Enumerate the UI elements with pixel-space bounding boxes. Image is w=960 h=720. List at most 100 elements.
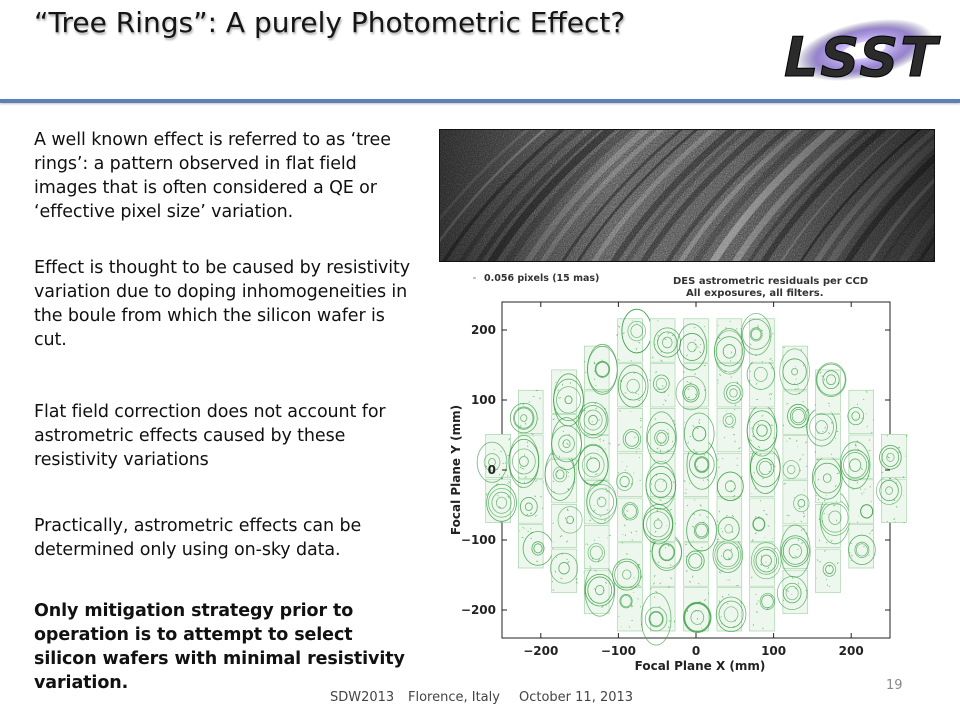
residual-ring <box>715 596 747 633</box>
residual-ring <box>718 600 744 628</box>
residual-vector <box>504 462 507 464</box>
residual-ring <box>676 323 708 371</box>
residual-ring <box>556 386 581 414</box>
residual-vector <box>598 497 601 501</box>
residual-ring <box>518 456 529 467</box>
residual-vector <box>800 520 802 523</box>
residual-ring <box>508 434 540 488</box>
residual-vector <box>663 391 666 394</box>
residual-vector <box>553 491 555 493</box>
residual-vector <box>654 418 656 420</box>
residual-vector <box>602 451 604 453</box>
residual-vector <box>819 371 822 374</box>
residual-ring <box>851 411 861 421</box>
residual-ring <box>684 385 698 401</box>
residual-vector <box>721 457 724 459</box>
residual-vector <box>897 446 899 449</box>
residual-ring <box>549 552 579 584</box>
residual-vector <box>865 413 867 415</box>
residual-vector <box>856 521 859 523</box>
residual-ring <box>640 592 672 646</box>
residual-ring <box>886 452 895 462</box>
residual-vector <box>818 517 821 520</box>
residual-ring <box>714 328 745 375</box>
residual-vector <box>560 397 562 399</box>
residual-ring <box>589 545 603 560</box>
residual-vector <box>624 514 627 517</box>
residual-ring <box>885 486 893 495</box>
residual-vector <box>624 486 627 488</box>
y-tick-label: −100 <box>461 533 496 547</box>
residual-vector <box>685 555 687 557</box>
residual-ring <box>577 444 609 486</box>
residual-vector <box>626 510 629 512</box>
residual-vector <box>740 328 742 330</box>
residual-vector <box>495 483 499 486</box>
residual-vector <box>654 530 657 533</box>
page-number: 19 <box>886 678 903 693</box>
residual-vector <box>601 605 604 609</box>
residual-vector <box>721 531 724 533</box>
residual-ring <box>825 564 834 575</box>
residual-vector <box>636 564 639 567</box>
residual-vector <box>649 550 652 553</box>
residual-vector <box>699 351 702 354</box>
residual-vector <box>704 598 707 601</box>
ccd-chip <box>716 587 743 632</box>
residual-vector <box>738 447 741 450</box>
residual-vector <box>727 603 729 605</box>
residual-ring <box>595 585 605 596</box>
residual-vector <box>693 327 696 329</box>
residual-ring <box>723 382 744 404</box>
residual-vector <box>736 546 739 549</box>
residual-vector <box>816 459 819 461</box>
residual-ring <box>815 420 828 434</box>
residual-vector <box>583 409 586 412</box>
residual-vector <box>686 354 688 357</box>
residual-vector <box>589 519 592 522</box>
residual-vector <box>693 513 696 516</box>
residual-vector <box>751 539 754 542</box>
residual-ring <box>617 364 649 408</box>
residual-ring <box>626 378 640 394</box>
residual-vector <box>566 442 569 446</box>
residual-ring <box>653 519 663 530</box>
residual-ring <box>655 377 667 390</box>
residual-ring <box>688 553 703 569</box>
residual-vector <box>667 332 670 334</box>
residual-vector <box>532 395 535 398</box>
residual-vector <box>751 427 754 429</box>
residual-vector <box>768 470 771 473</box>
residual-vector <box>697 583 700 585</box>
residual-vector <box>699 504 702 507</box>
residual-ring <box>785 585 799 601</box>
residual-vector <box>656 339 659 341</box>
ccd-chip <box>649 542 676 587</box>
residual-vector <box>604 519 607 522</box>
residual-vector <box>798 507 801 510</box>
residual-ring <box>488 487 516 518</box>
residual-ring <box>584 573 615 607</box>
residual-vector <box>703 521 705 523</box>
residual-vector <box>814 404 817 406</box>
residual-vector <box>616 333 619 337</box>
residual-vector <box>685 488 687 491</box>
residual-vector <box>673 620 676 623</box>
residual-vector <box>693 349 696 351</box>
residual-vector <box>691 602 694 605</box>
residual-vector <box>567 488 569 490</box>
residual-vector <box>871 431 873 434</box>
residual-vector <box>636 448 638 450</box>
residual-vector <box>833 504 836 507</box>
residual-ring <box>483 453 501 472</box>
residual-vector <box>785 588 787 591</box>
residual-ring <box>724 480 736 493</box>
residual-ring <box>684 603 711 632</box>
y-tick-label: 100 <box>471 393 496 407</box>
residual-vector <box>657 517 659 520</box>
residual-vector <box>783 544 786 546</box>
residual-vector <box>785 541 787 544</box>
residual-ring <box>683 602 711 633</box>
residual-vector <box>651 356 654 359</box>
residual-vector <box>695 609 697 612</box>
